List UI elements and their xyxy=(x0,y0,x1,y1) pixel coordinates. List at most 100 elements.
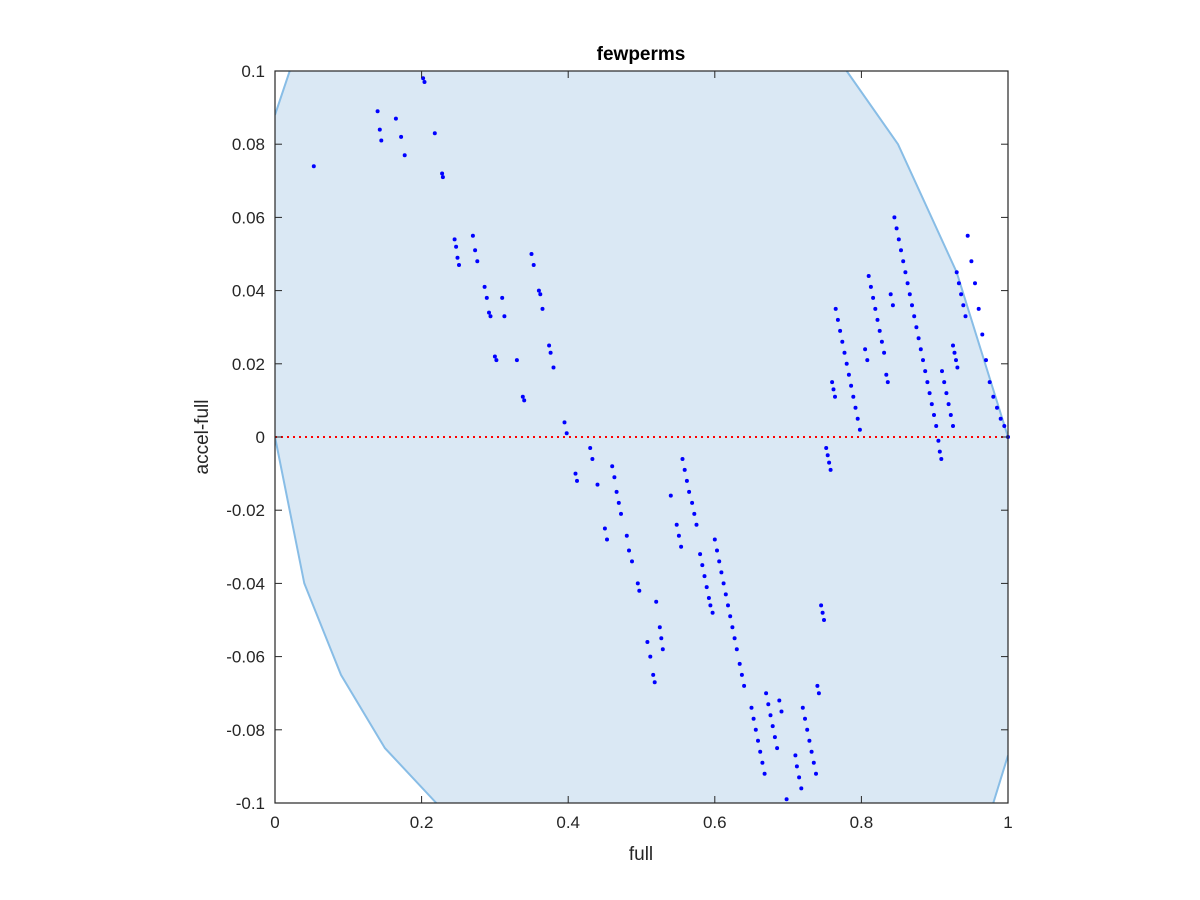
data-point xyxy=(912,314,917,319)
data-point xyxy=(901,259,906,264)
data-point xyxy=(766,702,771,707)
data-point xyxy=(910,303,914,308)
data-point xyxy=(871,295,876,300)
data-point xyxy=(888,292,893,297)
data-point xyxy=(690,500,695,505)
data-point xyxy=(835,317,840,322)
data-point xyxy=(824,446,829,450)
data-point xyxy=(799,786,804,791)
data-point xyxy=(704,585,709,590)
data-point xyxy=(562,420,567,425)
data-point xyxy=(645,640,650,644)
data-point xyxy=(475,259,480,264)
data-point xyxy=(814,771,818,776)
data-point xyxy=(803,716,807,721)
data-point xyxy=(680,457,685,461)
data-point xyxy=(531,263,536,267)
y-tick-label: 0.08 xyxy=(232,135,265,154)
data-point xyxy=(637,588,642,593)
data-point xyxy=(635,581,640,586)
x-tick-label: 1 xyxy=(1003,813,1012,832)
data-point xyxy=(657,625,662,630)
data-point xyxy=(797,775,802,780)
data-point xyxy=(811,760,816,765)
data-point xyxy=(753,727,758,732)
data-point xyxy=(612,475,617,480)
data-point xyxy=(488,314,493,319)
data-point xyxy=(793,753,798,758)
data-point xyxy=(907,292,912,297)
data-point xyxy=(857,427,862,432)
data-point xyxy=(627,548,631,553)
data-point xyxy=(529,252,534,256)
data-point xyxy=(564,431,569,436)
y-tick-label: -0.08 xyxy=(226,721,265,740)
data-point xyxy=(402,153,407,158)
data-point xyxy=(1002,424,1007,428)
data-point xyxy=(756,738,760,743)
data-point xyxy=(844,361,849,366)
y-axis-ticks: 0.1 0.08 0.06 0.04 0.02 0 -0.02 -0.04 -0.06 -0.08… xyxy=(226,62,1008,813)
y-tick-label: 0.06 xyxy=(232,208,265,227)
data-point xyxy=(679,544,684,549)
data-point xyxy=(375,109,380,114)
data-point xyxy=(440,175,445,180)
data-point xyxy=(487,310,491,315)
data-point xyxy=(440,171,445,176)
data-point xyxy=(614,489,619,494)
data-point xyxy=(674,522,679,527)
data-point xyxy=(452,237,457,242)
x-axis-ticks: 0 0.2 0.4 0.6 0.8 1 xyxy=(270,71,1013,832)
data-point xyxy=(894,226,899,231)
data-point xyxy=(522,398,527,403)
data-point xyxy=(648,654,653,659)
data-point xyxy=(991,394,996,399)
data-point xyxy=(422,80,427,84)
data-point xyxy=(668,493,673,498)
data-point xyxy=(706,596,711,600)
data-point xyxy=(751,716,756,721)
data-point xyxy=(944,391,949,396)
data-point xyxy=(590,457,595,461)
data-point xyxy=(807,738,812,743)
data-point xyxy=(548,350,553,355)
data-point xyxy=(965,233,970,238)
data-point xyxy=(311,164,316,169)
region-boundary-right xyxy=(845,71,1008,438)
data-point xyxy=(619,511,623,516)
data-point xyxy=(536,288,541,293)
data-point xyxy=(494,358,499,363)
data-point xyxy=(698,552,703,557)
data-point xyxy=(777,698,782,703)
region-boundary-top-left xyxy=(275,71,291,116)
data-point xyxy=(659,636,664,641)
y-tick-label: 0.1 xyxy=(241,62,265,81)
data-point xyxy=(884,372,889,377)
data-point xyxy=(934,424,939,428)
data-point xyxy=(961,303,966,308)
data-point xyxy=(605,537,609,542)
data-point xyxy=(868,284,873,289)
data-point xyxy=(955,365,960,370)
y-tick-label: -0.02 xyxy=(226,501,265,520)
data-point xyxy=(921,358,925,363)
data-point xyxy=(715,548,719,553)
data-point xyxy=(470,233,475,238)
data-point xyxy=(742,683,747,688)
data-point xyxy=(454,244,459,249)
data-point xyxy=(918,347,923,352)
data-point xyxy=(712,537,717,542)
data-point xyxy=(721,581,726,586)
x-axis-label: full xyxy=(629,844,653,865)
data-point xyxy=(863,347,868,352)
data-point xyxy=(987,380,992,385)
data-point xyxy=(875,317,880,322)
data-point xyxy=(877,328,882,333)
data-point xyxy=(764,691,769,696)
data-point xyxy=(762,771,767,776)
data-point xyxy=(976,306,981,311)
data-point xyxy=(758,749,763,754)
data-point xyxy=(952,350,957,355)
data-point xyxy=(455,255,460,260)
data-point xyxy=(995,405,999,410)
